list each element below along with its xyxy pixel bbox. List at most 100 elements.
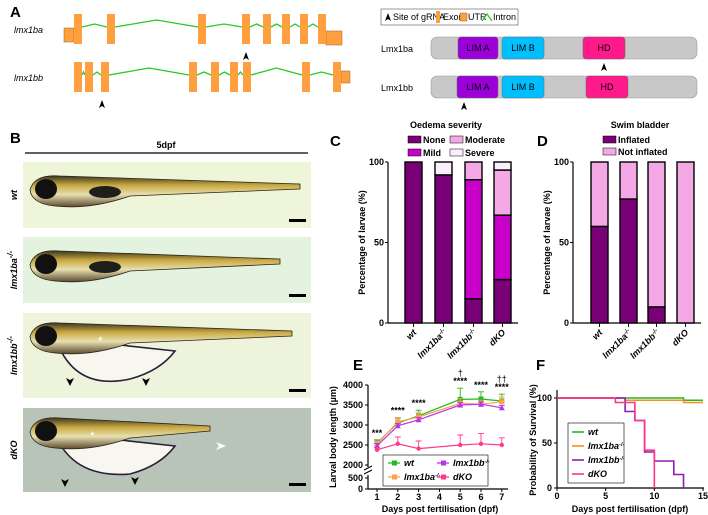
legend-label: wt [588,427,599,437]
x-tick-label: 6 [478,492,483,502]
panel-label-c: C [330,133,341,150]
domain-label: HD [601,82,614,92]
y-tick-label: 2500 [343,440,363,450]
category-superscript: -/- [623,328,631,336]
bar-segment-inflated [619,198,638,324]
grna-arrowhead-icon [243,52,249,60]
gene-lmx1bb [74,62,351,108]
legend-label: lmx1bb-/- [588,455,625,465]
legend-swatch [407,148,422,157]
y-tick-label: 0 [358,484,363,494]
legend-swatch [602,147,617,156]
larva-body [29,322,293,355]
y-tick-label: 0 [379,318,384,328]
eye [35,326,57,346]
utr [325,30,343,46]
arrowhead-icon [216,442,226,450]
y-tick-label: 50 [542,438,552,448]
exon [211,62,219,92]
intron [114,19,199,28]
eye [35,421,57,441]
larva-image-wt [23,162,311,228]
eye [35,254,57,274]
significance-dagger: †† [497,374,507,384]
legend-name: lmx1bb [453,458,485,468]
bar-segment-none [464,298,483,324]
data-point [498,404,505,411]
data-point [478,401,484,407]
legend-swatch [602,135,617,144]
legend-name: lmx1ba [404,472,435,482]
domain-lim-b [501,36,545,60]
significance-stars: *** [372,428,383,438]
x-tick-label: 5 [458,492,463,502]
category-label: wt [590,327,605,342]
x-tick-label: 15 [698,491,708,501]
bar-segment-not-inflated [676,161,695,324]
intron [196,71,212,76]
exon [74,14,82,44]
category-label: dKO [487,327,508,348]
gene-legend: Site of gRNA Exon UTR Intron [380,8,519,26]
y-axis-label: Percentage of larvae (%) [357,190,367,295]
legend-name: dKO [453,472,472,482]
legend-swatch [449,135,464,144]
y-tick-label: 0 [564,318,569,328]
legend-utr-swatch [459,12,468,22]
grna-arrowhead-icon [99,100,105,108]
bar-segment-none [404,161,423,324]
arrowhead-icon [385,13,391,21]
category-label: dKO [670,327,691,348]
grna-arrowhead-icon [601,63,607,71]
legend-label: dKO [588,469,607,479]
genotype-superscript: -/- [6,336,15,344]
bar-segment-mild [493,214,512,281]
category-name: wt [590,327,605,342]
data-point [499,399,505,405]
swim-bladder [89,186,121,198]
data-point [394,422,401,429]
x-tick-label: 0 [554,491,559,501]
genotype-name: dKO [9,441,19,460]
exon [263,14,271,44]
panel-label-f: F [536,357,545,374]
genotype-label: wt [9,189,19,200]
x-tick-label: 10 [649,491,659,501]
y-tick-label: 50 [374,238,384,248]
larva-body [29,175,301,208]
intron [250,67,303,76]
legend-superscript: -/- [435,473,440,479]
arrowhead-icon [131,477,139,485]
genotype-label: lmx1ba-/- [6,250,19,289]
significance-stars: **** [453,376,468,386]
legend-label: lmx1bb-/- [453,458,490,468]
axis-break [363,465,373,475]
legend-intron: Intron [493,12,516,22]
chart-c-title: Oedema severity [410,120,482,130]
bar-segment-mild [464,179,483,300]
exon [282,14,290,44]
intron [309,71,334,76]
gene-label-lmx1ba: lmx1ba [14,25,43,35]
legend-label: None [423,135,446,145]
significance-stars: **** [412,398,427,408]
y-tick-label: 3500 [343,400,363,410]
panel-label-d: D [537,133,548,150]
series-wt [374,387,505,446]
legend-marker [441,460,446,466]
exon [107,14,115,44]
bar-segment-inflated [647,306,666,324]
legend-marker [441,474,446,480]
category-name: dKO [670,327,691,348]
domain-label: LIM A [466,82,489,92]
utr [63,27,75,43]
legend-name: lmx1ba [588,441,619,451]
genotype-label: dKO [9,441,19,460]
panel-label-e: E [353,357,363,374]
series-line [376,401,502,445]
genotype-name: lmx1bb [9,343,19,375]
legend-superscript: -/- [619,442,624,448]
category-superscript: -/- [438,328,446,336]
